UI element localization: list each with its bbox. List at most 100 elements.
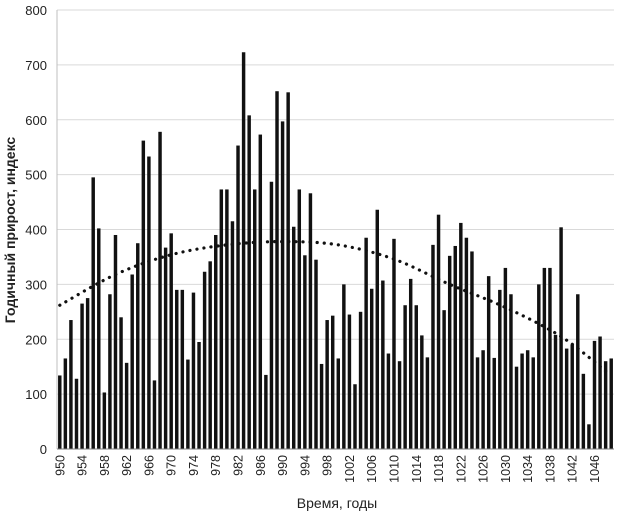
bar-1024 <box>470 251 474 449</box>
x-tick-label-1022: 1022 <box>454 455 468 483</box>
bar-1005 <box>364 237 368 449</box>
bar-1041 <box>564 348 569 449</box>
axes <box>56 10 614 450</box>
bar-962 <box>124 362 129 449</box>
bar-957 <box>97 228 101 449</box>
gridlines <box>57 9 614 450</box>
bar-994 <box>303 255 307 449</box>
bar-1006 <box>369 288 374 449</box>
y-tick-label-300: 300 <box>25 277 47 292</box>
bar-1010 <box>392 238 396 449</box>
y-tick-label-200: 200 <box>25 332 47 347</box>
x-tick-label-994: 994 <box>298 455 312 476</box>
x-tick-label-1030: 1030 <box>499 455 513 483</box>
bar-1047 <box>598 336 602 449</box>
bar-965 <box>141 140 146 450</box>
bar-1025 <box>475 357 480 449</box>
bar-982 <box>236 145 240 449</box>
bar-979 <box>219 189 224 449</box>
bar-1042 <box>570 344 574 449</box>
y-axis-label: Годичный прирост, индекс <box>2 137 18 324</box>
bar-970 <box>169 233 173 449</box>
x-tick-label-1046: 1046 <box>588 455 602 483</box>
bar-1015 <box>420 335 424 449</box>
bar-1023 <box>464 237 469 449</box>
bar-1026 <box>481 350 485 449</box>
bar-1009 <box>386 353 391 449</box>
bar-999 <box>330 315 335 449</box>
bar-955 <box>85 298 90 449</box>
y-tick-labels: 0 100 200 300 400 500 600 700 800 <box>25 3 47 457</box>
bar-963 <box>130 274 134 449</box>
bar-964 <box>136 243 140 449</box>
bar-991 <box>286 92 290 449</box>
bar-1000 <box>336 358 341 449</box>
bar-1028 <box>492 357 496 449</box>
x-tick-label-1018: 1018 <box>432 455 446 483</box>
y-tick-label-400: 400 <box>25 223 47 238</box>
bar-971 <box>175 289 179 449</box>
bar-1019 <box>442 310 446 449</box>
bar-976 <box>202 271 207 449</box>
bar-1046 <box>592 340 597 449</box>
bar-985 <box>253 189 257 449</box>
x-tick-label-982: 982 <box>232 455 246 476</box>
bar-996 <box>314 259 318 449</box>
bar-981 <box>230 221 235 449</box>
bar-1049 <box>609 358 613 449</box>
x-tick-label-1038: 1038 <box>543 455 557 483</box>
x-tick-label-1014: 1014 <box>410 455 424 483</box>
bar-993 <box>297 189 302 449</box>
bar-966 <box>147 156 151 450</box>
x-tick-label-998: 998 <box>321 455 335 476</box>
bar-1021 <box>453 245 457 449</box>
bar-1017 <box>431 244 435 449</box>
bar-988 <box>269 181 274 450</box>
bar-980 <box>225 189 229 449</box>
bar-977 <box>208 261 212 449</box>
bar-1011 <box>397 361 402 449</box>
bar-1012 <box>403 305 407 449</box>
bar-1031 <box>509 294 513 449</box>
bar-975 <box>197 341 201 449</box>
bar-951 <box>63 358 68 449</box>
x-tick-label-1034: 1034 <box>521 455 535 483</box>
bar-1037 <box>542 267 547 449</box>
bar-989 <box>275 91 279 449</box>
bar-969 <box>163 247 168 449</box>
bar-973 <box>186 359 190 449</box>
bar-983 <box>241 52 246 449</box>
bar-1013 <box>408 278 413 449</box>
bar-1020 <box>447 255 452 449</box>
x-tick-label-1010: 1010 <box>388 455 402 483</box>
bar-1029 <box>498 289 502 449</box>
bar-1002 <box>347 314 352 449</box>
bar-998 <box>325 320 329 449</box>
bar-1045 <box>587 424 591 449</box>
bar-959 <box>108 294 112 449</box>
bar-1018 <box>436 214 441 449</box>
x-tick-label-954: 954 <box>76 455 90 476</box>
bar-953 <box>74 378 79 449</box>
bar-1039 <box>553 334 558 449</box>
bar-986 <box>258 134 263 449</box>
bar-1048 <box>603 361 608 449</box>
bar-972 <box>180 289 185 449</box>
bar-1001 <box>342 284 346 449</box>
bar-978 <box>214 234 218 449</box>
bar-958 <box>102 392 107 449</box>
bar-995 <box>308 193 313 449</box>
y-tick-label-0: 0 <box>40 442 47 457</box>
x-tick-label-974: 974 <box>187 455 201 476</box>
bar-1016 <box>425 357 430 449</box>
bar-992 <box>291 226 296 449</box>
bar-952 <box>69 320 73 449</box>
bar-967 <box>152 380 157 449</box>
bar-1032 <box>514 366 519 449</box>
x-tick-labels: 950 954 958 962 966 970 974 978 982 986 990 994 998 1… <box>53 455 602 483</box>
x-tick-label-958: 958 <box>98 455 112 476</box>
bar-990 <box>280 121 285 450</box>
bar-1035 <box>531 357 535 449</box>
y-tick-label-600: 600 <box>25 113 47 128</box>
